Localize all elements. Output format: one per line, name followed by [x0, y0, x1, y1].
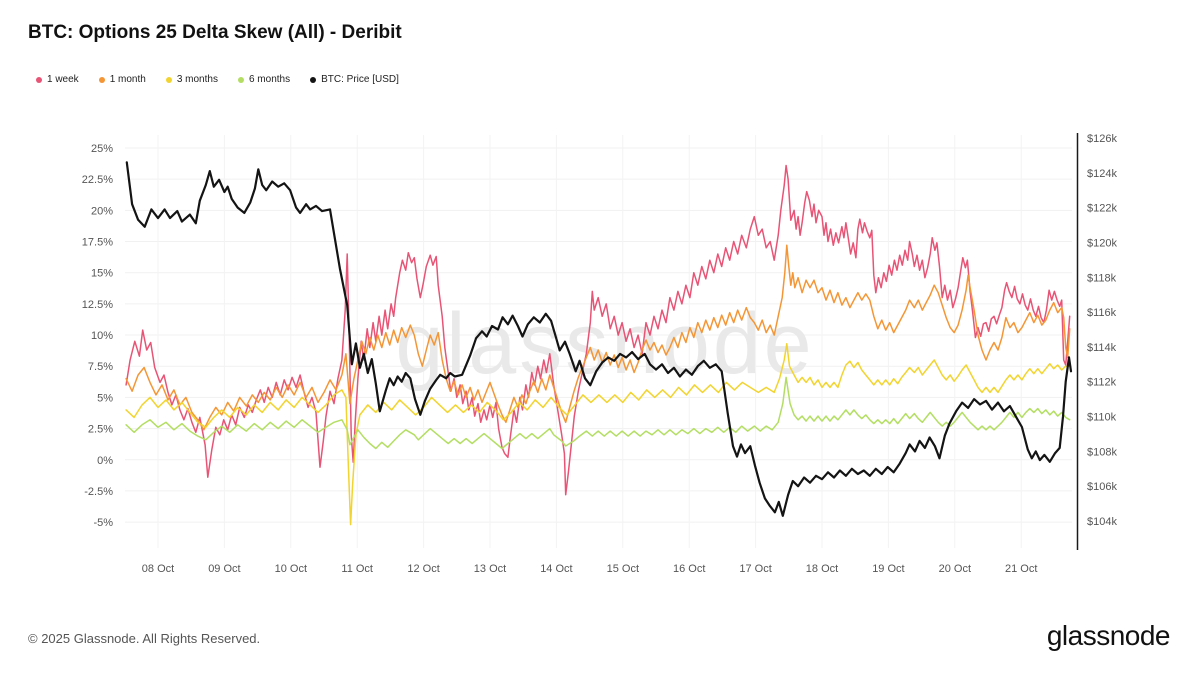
page-title: BTC: Options 25 Delta Skew (All) - Derib…: [28, 22, 402, 43]
x-tick-label: 19 Oct: [872, 563, 904, 575]
x-tick-label: 13 Oct: [474, 563, 506, 575]
y-left-tick-label: 7.5%: [88, 361, 113, 373]
x-tick-label: 15 Oct: [607, 563, 639, 575]
series-lines: [125, 161, 1073, 526]
y-left-tick-label: -5%: [93, 517, 113, 529]
x-axis-labels: 08 Oct 09 Oct 10 Oct 11 Oct 12 Oct 13 Oct 14 O…: [142, 563, 1038, 575]
y-left-tick-label: 0%: [97, 455, 113, 467]
series-line-btc-price-usd-: [125, 161, 1073, 517]
x-tick-label: 21 Oct: [1005, 563, 1037, 575]
y-right-tick-label: $114k: [1087, 342, 1117, 354]
x-tick-label: 18 Oct: [806, 563, 838, 575]
legend-dot-icon: [98, 76, 105, 83]
y-right-tick-label: $124k: [1087, 168, 1117, 180]
series-line-3-months: [125, 343, 1071, 526]
glassnode-logo: glassnode: [1046, 620, 1171, 651]
x-tick-label: 16 Oct: [673, 563, 705, 575]
y-left-tick-label: 5%: [97, 392, 113, 404]
legend-dot-icon: [165, 76, 172, 83]
legend-item-3-months[interactable]: 3 months: [165, 74, 218, 85]
y-left-tick-label: 2.5%: [88, 424, 113, 436]
x-tick-label: 20 Oct: [939, 563, 971, 575]
y-right-tick-label: $104k: [1087, 516, 1117, 528]
legend-dot-icon: [237, 76, 244, 83]
x-tick-label: 12 Oct: [407, 563, 439, 575]
legend-item-6-months[interactable]: 6 months: [237, 74, 291, 85]
y-right-tick-label: $120k: [1087, 237, 1117, 249]
legend-item-label: 6 months: [248, 74, 291, 85]
x-tick-label: 17 Oct: [739, 563, 771, 575]
legend-dot-icon: [36, 76, 42, 83]
y-left-tick-label: 17.5%: [82, 237, 113, 249]
y-right-tick-label: $110k: [1087, 412, 1117, 424]
legend-item-1-week[interactable]: 1 week: [36, 74, 79, 85]
legend-dot-icon: [310, 76, 317, 83]
x-tick-label: 14 Oct: [540, 563, 572, 575]
y-left-tick-label: 10%: [91, 330, 113, 342]
legend-item-btc-price-usd-[interactable]: BTC: Price [USD]: [310, 74, 399, 85]
y-right-tick-label: $106k: [1087, 481, 1117, 493]
legend-item-1-month[interactable]: 1 month: [98, 74, 146, 85]
series-line-6-months: [125, 376, 1071, 450]
y-left-tick-label: 12.5%: [82, 299, 113, 311]
x-tick-label: 10 Oct: [275, 563, 307, 575]
series-line-1-week: [125, 164, 1071, 496]
y-right-tick-label: $112k: [1087, 377, 1117, 389]
y-axis-right-labels: $126k $124k $122k $120k $118k $116k $114k $112k…: [1087, 133, 1117, 528]
y-right-tick-label: $118k: [1087, 272, 1117, 284]
y-right-tick-label: $126k: [1087, 133, 1117, 145]
y-left-tick-label: 22.5%: [82, 174, 113, 186]
x-tick-label: 08 Oct: [142, 563, 174, 575]
footer-copyright: © 2025 Glassnode. All Rights Reserved.: [28, 631, 261, 646]
y-left-tick-label: -2.5%: [84, 486, 113, 498]
x-tick-label: 11 Oct: [341, 563, 373, 575]
chart-legend: 1 week 1 month 3 months 6 months BTC: Price …: [36, 74, 399, 85]
y-left-tick-label: 20%: [91, 205, 113, 217]
legend-item-label: 1 month: [109, 74, 146, 85]
y-axis-left-labels: 25% 22.5% 20% 17.5% 15% 12.5% 10% 7.5% 5% 2.5% 0% -…: [82, 143, 113, 529]
y-left-tick-label: 15%: [91, 268, 113, 280]
series-line-1-month: [125, 244, 1071, 431]
y-right-tick-label: $116k: [1087, 307, 1117, 319]
legend-item-label: 3 months: [176, 74, 218, 85]
x-tick-label: 09 Oct: [208, 563, 240, 575]
y-right-tick-label: $108k: [1087, 446, 1117, 458]
y-right-tick-label: $122k: [1087, 203, 1117, 215]
gridlines: [125, 135, 1072, 548]
legend-item-label: BTC: Price [USD]: [321, 74, 399, 85]
legend-item-label: 1 week: [47, 74, 79, 85]
y-left-tick-label: 25%: [91, 143, 113, 155]
plot-area[interactable]: [125, 135, 1072, 548]
